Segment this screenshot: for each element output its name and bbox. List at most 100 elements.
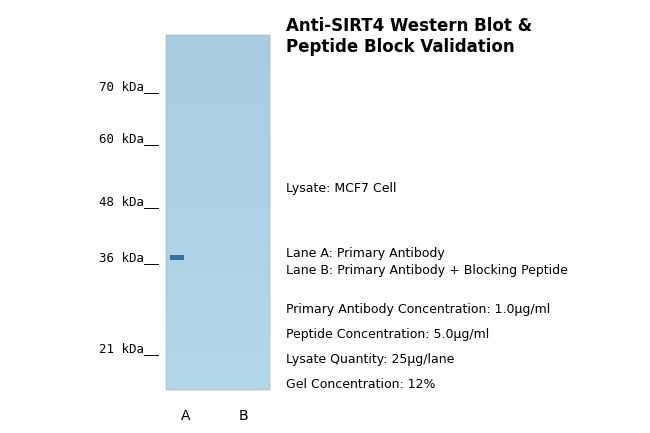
Bar	[166, 287, 270, 290]
Bar	[166, 67, 270, 70]
Text: 21 kDa__: 21 kDa__	[99, 342, 159, 355]
Bar	[166, 35, 270, 38]
Bar	[166, 102, 270, 106]
Bar	[166, 91, 270, 95]
Bar	[166, 120, 270, 123]
Text: Lane A: Primary Antibody: Lane A: Primary Antibody	[286, 247, 445, 260]
Bar	[166, 191, 270, 194]
Bar	[166, 308, 270, 312]
Bar	[166, 343, 270, 347]
Bar	[166, 251, 270, 255]
Bar	[166, 145, 270, 148]
Text: 70 kDa__: 70 kDa__	[99, 80, 159, 93]
Bar	[166, 312, 270, 315]
Bar	[166, 194, 270, 198]
Bar	[166, 379, 270, 383]
Bar	[166, 177, 270, 180]
Bar	[166, 383, 270, 386]
Bar	[166, 56, 270, 59]
Bar	[166, 180, 270, 184]
Bar	[166, 106, 270, 109]
Bar	[166, 141, 270, 145]
Bar	[166, 241, 270, 244]
Bar	[166, 63, 270, 67]
Text: 36 kDa__: 36 kDa__	[99, 251, 159, 264]
Bar	[166, 38, 270, 42]
Bar	[166, 70, 270, 74]
Bar	[166, 184, 270, 187]
Bar	[166, 138, 270, 141]
Bar	[166, 237, 270, 241]
Text: B: B	[239, 409, 248, 423]
Bar	[166, 259, 270, 262]
Bar	[166, 209, 270, 212]
Bar	[166, 95, 270, 99]
Bar	[166, 361, 270, 365]
Bar	[166, 35, 270, 390]
Bar	[166, 304, 270, 308]
Bar	[166, 322, 270, 326]
Bar	[166, 134, 270, 138]
Bar	[166, 81, 270, 84]
Bar	[166, 330, 270, 333]
Bar	[166, 49, 270, 52]
Bar	[166, 127, 270, 130]
Bar	[166, 148, 270, 152]
Bar	[166, 272, 270, 276]
Bar	[166, 45, 270, 49]
Bar	[166, 166, 270, 170]
Bar	[166, 187, 270, 191]
Bar	[166, 42, 270, 45]
Bar	[170, 255, 184, 260]
Bar	[166, 368, 270, 372]
Bar	[166, 294, 270, 297]
Bar	[166, 216, 270, 219]
Bar	[166, 155, 270, 159]
Bar	[166, 297, 270, 301]
Bar	[166, 77, 270, 81]
Bar	[166, 386, 270, 390]
Bar	[166, 269, 270, 272]
Bar	[166, 205, 270, 209]
Text: 48 kDa__: 48 kDa__	[99, 195, 159, 208]
Text: Lane B: Primary Antibody + Blocking Peptide: Lane B: Primary Antibody + Blocking Pept…	[286, 264, 568, 277]
Bar	[166, 248, 270, 251]
Bar	[166, 358, 270, 361]
Text: Primary Antibody Concentration: 1.0μg/ml: Primary Antibody Concentration: 1.0μg/ml	[286, 303, 551, 316]
Bar	[166, 159, 270, 162]
Bar	[166, 212, 270, 216]
Bar	[166, 265, 270, 269]
Bar	[166, 336, 270, 340]
Text: Anti-SIRT4 Western Blot &
Peptide Block Validation: Anti-SIRT4 Western Blot & Peptide Block …	[286, 17, 532, 56]
Text: Lysate Quantity: 25μg/lane: Lysate Quantity: 25μg/lane	[286, 353, 454, 366]
Bar	[166, 326, 270, 330]
Text: 60 kDa__: 60 kDa__	[99, 132, 159, 145]
Bar	[166, 109, 270, 113]
Bar	[166, 152, 270, 155]
Bar	[166, 74, 270, 77]
Bar	[166, 59, 270, 63]
Bar	[166, 290, 270, 294]
Bar	[166, 170, 270, 173]
Bar	[166, 113, 270, 116]
Bar	[166, 333, 270, 336]
Text: Lysate: MCF7 Cell: Lysate: MCF7 Cell	[286, 182, 396, 195]
Bar	[166, 283, 270, 287]
Bar	[166, 351, 270, 354]
Bar	[166, 315, 270, 319]
Bar	[166, 88, 270, 91]
Bar	[166, 276, 270, 280]
Bar	[166, 340, 270, 343]
Bar	[166, 375, 270, 379]
Bar	[166, 223, 270, 226]
Bar	[166, 226, 270, 230]
Bar	[166, 301, 270, 304]
Bar	[166, 99, 270, 102]
Bar	[166, 372, 270, 375]
Bar	[166, 84, 270, 88]
Bar	[166, 255, 270, 259]
Bar	[166, 233, 270, 237]
Bar	[166, 280, 270, 283]
Bar	[166, 52, 270, 56]
Text: A: A	[181, 409, 190, 423]
